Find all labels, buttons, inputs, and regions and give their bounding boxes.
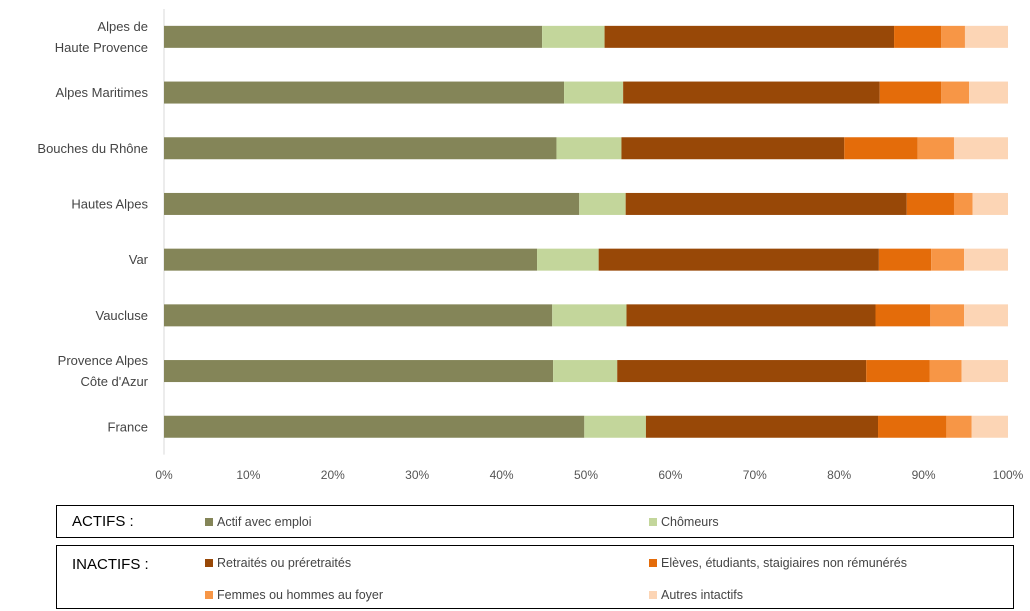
- legend-item-actif-avec-emploi: Actif avec emploi: [205, 515, 311, 529]
- bar-segment: [164, 415, 585, 438]
- bar-segment: [164, 25, 543, 48]
- stacked-bar-chart: Alpes de Haute Provence Alpes Maritimes Bou…: [37, 9, 1024, 482]
- legend-item-femmes-hommes-foyer: Femmes ou hommes au foyer: [205, 588, 383, 602]
- category-label: France: [108, 419, 148, 434]
- bar-segment: [537, 248, 599, 271]
- bar-segment: [964, 25, 1008, 48]
- legend-actifs-title: ACTIFS :: [72, 513, 134, 530]
- bar-segment: [894, 25, 942, 48]
- legend-label: Chômeurs: [661, 515, 719, 529]
- bar-segment: [625, 192, 907, 215]
- x-tick-label: 30%: [405, 468, 429, 482]
- legend-swatch: [205, 518, 213, 526]
- bar-segment: [964, 304, 1008, 327]
- bar-segment: [941, 25, 965, 48]
- bar-segment: [946, 415, 972, 438]
- bar-segment: [917, 137, 954, 160]
- legend-label: Elèves, étudiants, staigiaires non rémun…: [661, 556, 907, 570]
- bar-segment: [941, 81, 970, 104]
- bar-segment: [969, 81, 1008, 104]
- bar-segment: [645, 415, 879, 438]
- bar-segment: [878, 415, 947, 438]
- legend-swatch: [649, 591, 657, 599]
- bar-segment: [553, 360, 618, 383]
- x-tick-label: 40%: [490, 468, 514, 482]
- legend-item-eleves: Elèves, étudiants, staigiaires non rémun…: [649, 556, 907, 570]
- legend-item-autres-inactifs: Autres intactifs: [649, 588, 743, 602]
- bar-segment: [972, 192, 1008, 215]
- x-tick-label: 0%: [155, 468, 173, 482]
- bar-segment: [164, 192, 580, 215]
- legend-inactifs-title: INACTIFS :: [72, 556, 149, 573]
- bar-segment: [906, 192, 954, 215]
- bar-segment: [623, 81, 880, 104]
- bar-segment: [931, 248, 965, 271]
- x-tick-label: 100%: [993, 468, 1024, 482]
- legend-swatch: [205, 591, 213, 599]
- bar-segment: [584, 415, 646, 438]
- bar-segment: [164, 81, 565, 104]
- bar-segment: [930, 304, 965, 327]
- category-label: Alpes Maritimes: [56, 85, 149, 100]
- bar-segment: [964, 248, 1008, 271]
- legend-swatch: [649, 559, 657, 567]
- bar-segment: [617, 360, 867, 383]
- bar-segment: [598, 248, 879, 271]
- x-tick-label: 50%: [574, 468, 598, 482]
- legend-item-retraites: Retraités ou préretraités: [205, 556, 351, 570]
- bar-segment: [164, 248, 538, 271]
- category-label: Hautes Alpes: [71, 196, 148, 211]
- category-label: Alpes de Haute Provence: [55, 19, 148, 55]
- x-tick-label: 90%: [912, 468, 936, 482]
- legend-item-chomeurs: Chômeurs: [649, 515, 719, 529]
- legend-label: Femmes ou hommes au foyer: [217, 588, 384, 602]
- bar-segment: [621, 137, 845, 160]
- category-label: Var: [129, 252, 149, 267]
- bar-segment: [971, 415, 1008, 438]
- bar-segment: [164, 360, 554, 383]
- bar-segment: [164, 137, 557, 160]
- bar-segment: [556, 137, 622, 160]
- legend-label: Actif avec emploi: [217, 515, 312, 529]
- bar-segment: [929, 360, 962, 383]
- category-label: Bouches du Rhône: [37, 141, 148, 156]
- x-tick-label: 20%: [321, 468, 345, 482]
- bar-segment: [844, 137, 918, 160]
- bar-segment: [953, 137, 1008, 160]
- bar-segment: [579, 192, 626, 215]
- bar-segment: [164, 304, 553, 327]
- x-tick-label: 70%: [743, 468, 767, 482]
- plot-area: Alpes de Haute Provence Alpes Maritimes Bou…: [37, 9, 1024, 482]
- x-tick-label: 60%: [658, 468, 682, 482]
- legend-label: Retraités ou préretraités: [217, 556, 352, 570]
- bar-segment: [604, 25, 895, 48]
- x-tick-label: 80%: [827, 468, 851, 482]
- bar-segment: [879, 81, 942, 104]
- bar-segment: [564, 81, 624, 104]
- category-label: Provence Alpes Côte d'Azur: [58, 353, 149, 389]
- legend-label: Autres intactifs: [661, 588, 743, 602]
- bar-segment: [875, 304, 931, 327]
- legend-actifs: ACTIFS : Actif avec emploi Chômeurs: [56, 505, 1014, 538]
- legend-inactifs: INACTIFS : Retraités ou préretraités Elè…: [56, 545, 1014, 609]
- bar-segment: [953, 192, 973, 215]
- bar-segment: [866, 360, 930, 383]
- bar-segment: [552, 304, 627, 327]
- bar-segment: [542, 25, 605, 48]
- bar-segment: [961, 360, 1008, 383]
- legend-swatch: [205, 559, 213, 567]
- category-label: Vaucluse: [95, 308, 148, 323]
- bar-segment: [626, 304, 876, 327]
- legend-swatch: [649, 518, 657, 526]
- x-tick-label: 10%: [236, 468, 260, 482]
- bar-segment: [878, 248, 932, 271]
